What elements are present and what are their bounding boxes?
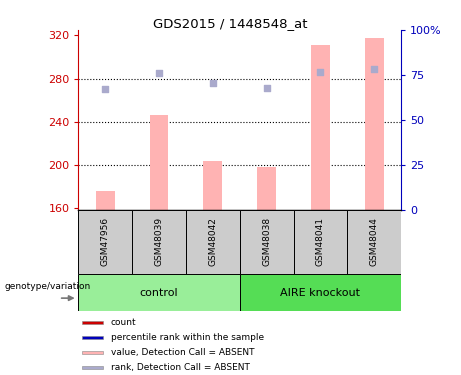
Bar [96,190,115,210]
Bar [150,115,168,210]
Bar [294,210,347,274]
Bar [82,366,103,369]
Bar [365,38,384,210]
Text: control: control [140,288,178,297]
Bar [257,167,276,210]
Text: rank, Detection Call = ABSENT: rank, Detection Call = ABSENT [111,363,250,372]
Bar [82,321,103,324]
Bar [240,210,294,274]
Bar [78,274,240,311]
Bar [347,210,401,274]
Bar [240,274,401,311]
Text: GSM48041: GSM48041 [316,217,325,266]
Text: percentile rank within the sample: percentile rank within the sample [111,333,264,342]
Point [371,66,378,72]
Text: GSM47956: GSM47956 [101,217,110,266]
Text: GSM48039: GSM48039 [154,217,164,266]
Point [155,70,163,76]
Point [317,69,324,75]
Text: genotype/variation: genotype/variation [5,282,91,291]
Bar [186,210,240,274]
Text: GSM48042: GSM48042 [208,217,217,266]
Bar [82,336,103,339]
Text: GDS2015 / 1448548_at: GDS2015 / 1448548_at [153,17,308,30]
Text: GSM48044: GSM48044 [370,217,378,266]
Text: value, Detection Call = ABSENT: value, Detection Call = ABSENT [111,348,254,357]
Bar [78,210,132,274]
Point [209,80,217,86]
Point [263,85,270,91]
Text: count: count [111,318,136,327]
Text: GSM48038: GSM48038 [262,217,271,266]
Bar [203,162,222,210]
Bar [311,45,330,210]
Point [101,86,109,92]
Bar [132,210,186,274]
Text: AIRE knockout: AIRE knockout [280,288,361,297]
Bar [82,351,103,354]
